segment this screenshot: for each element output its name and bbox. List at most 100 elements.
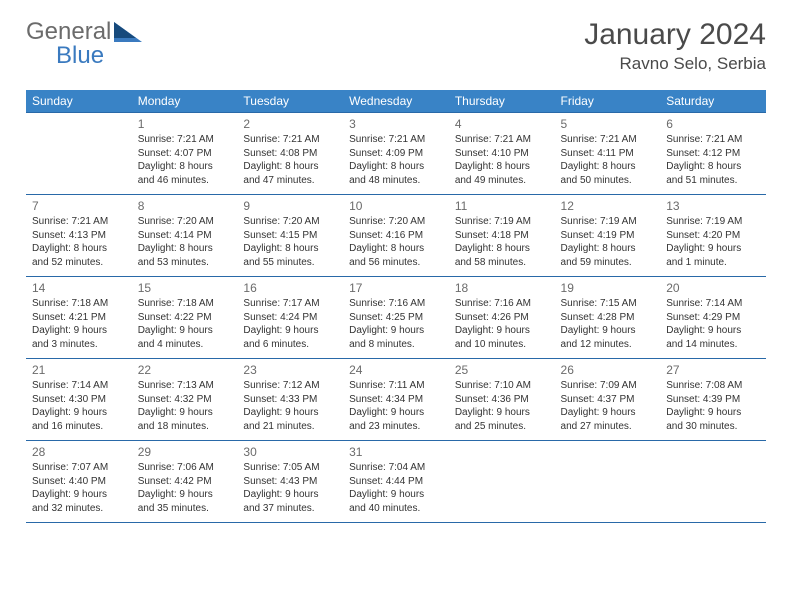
day-sunset: Sunset: 4:22 PM: [138, 311, 232, 325]
day-number: 21: [32, 362, 126, 378]
day-sunset: Sunset: 4:07 PM: [138, 147, 232, 161]
day-number: 26: [561, 362, 655, 378]
weekday-saturday: Saturday: [660, 90, 766, 113]
day-number: 19: [561, 280, 655, 296]
calendar-day-cell: [555, 441, 661, 523]
day-sunrise: Sunrise: 7:05 AM: [243, 461, 337, 475]
page-title: January 2024: [584, 18, 766, 52]
day-daylight1: Daylight: 9 hours: [455, 324, 549, 338]
day-sunrise: Sunrise: 7:21 AM: [32, 215, 126, 229]
calendar-day-cell: [26, 113, 132, 195]
calendar-day-cell: 6Sunrise: 7:21 AMSunset: 4:12 PMDaylight…: [660, 113, 766, 195]
calendar-day-cell: 1Sunrise: 7:21 AMSunset: 4:07 PMDaylight…: [132, 113, 238, 195]
day-number: 24: [349, 362, 443, 378]
day-number: 14: [32, 280, 126, 296]
day-daylight2: and 50 minutes.: [561, 174, 655, 188]
logo-triangle-dark-icon: [114, 22, 136, 38]
day-sunrise: Sunrise: 7:07 AM: [32, 461, 126, 475]
day-daylight1: Daylight: 8 hours: [455, 242, 549, 256]
calendar-day-cell: 29Sunrise: 7:06 AMSunset: 4:42 PMDayligh…: [132, 441, 238, 523]
day-sunset: Sunset: 4:39 PM: [666, 393, 760, 407]
day-daylight2: and 35 minutes.: [138, 502, 232, 516]
day-daylight2: and 37 minutes.: [243, 502, 337, 516]
day-number: 17: [349, 280, 443, 296]
day-sunset: Sunset: 4:25 PM: [349, 311, 443, 325]
day-number: 27: [666, 362, 760, 378]
day-daylight1: Daylight: 8 hours: [243, 242, 337, 256]
day-number: 22: [138, 362, 232, 378]
calendar-day-cell: 10Sunrise: 7:20 AMSunset: 4:16 PMDayligh…: [343, 195, 449, 277]
day-sunset: Sunset: 4:15 PM: [243, 229, 337, 243]
day-daylight2: and 47 minutes.: [243, 174, 337, 188]
calendar-day-cell: 24Sunrise: 7:11 AMSunset: 4:34 PMDayligh…: [343, 359, 449, 441]
calendar-day-cell: 23Sunrise: 7:12 AMSunset: 4:33 PMDayligh…: [237, 359, 343, 441]
calendar-day-cell: 27Sunrise: 7:08 AMSunset: 4:39 PMDayligh…: [660, 359, 766, 441]
calendar-day-cell: 3Sunrise: 7:21 AMSunset: 4:09 PMDaylight…: [343, 113, 449, 195]
day-sunset: Sunset: 4:11 PM: [561, 147, 655, 161]
calendar-day-cell: 19Sunrise: 7:15 AMSunset: 4:28 PMDayligh…: [555, 277, 661, 359]
day-sunrise: Sunrise: 7:14 AM: [666, 297, 760, 311]
day-daylight1: Daylight: 8 hours: [455, 160, 549, 174]
day-sunrise: Sunrise: 7:21 AM: [138, 133, 232, 147]
weekday-friday: Friday: [555, 90, 661, 113]
weekday-tuesday: Tuesday: [237, 90, 343, 113]
day-number: 28: [32, 444, 126, 460]
day-daylight2: and 56 minutes.: [349, 256, 443, 270]
day-number: 2: [243, 116, 337, 132]
day-daylight1: Daylight: 9 hours: [32, 324, 126, 338]
day-sunrise: Sunrise: 7:20 AM: [243, 215, 337, 229]
day-daylight1: Daylight: 8 hours: [349, 242, 443, 256]
day-daylight2: and 4 minutes.: [138, 338, 232, 352]
day-number: 29: [138, 444, 232, 460]
day-daylight2: and 10 minutes.: [455, 338, 549, 352]
calendar-day-cell: 12Sunrise: 7:19 AMSunset: 4:19 PMDayligh…: [555, 195, 661, 277]
day-daylight1: Daylight: 9 hours: [138, 324, 232, 338]
calendar-day-cell: 20Sunrise: 7:14 AMSunset: 4:29 PMDayligh…: [660, 277, 766, 359]
day-sunrise: Sunrise: 7:21 AM: [455, 133, 549, 147]
calendar-day-cell: 13Sunrise: 7:19 AMSunset: 4:20 PMDayligh…: [660, 195, 766, 277]
day-sunrise: Sunrise: 7:06 AM: [138, 461, 232, 475]
calendar-day-cell: 25Sunrise: 7:10 AMSunset: 4:36 PMDayligh…: [449, 359, 555, 441]
day-daylight1: Daylight: 9 hours: [666, 242, 760, 256]
day-number: 15: [138, 280, 232, 296]
day-sunset: Sunset: 4:30 PM: [32, 393, 126, 407]
calendar-day-cell: 8Sunrise: 7:20 AMSunset: 4:14 PMDaylight…: [132, 195, 238, 277]
day-number: 7: [32, 198, 126, 214]
day-sunrise: Sunrise: 7:18 AM: [138, 297, 232, 311]
day-sunrise: Sunrise: 7:13 AM: [138, 379, 232, 393]
day-sunset: Sunset: 4:36 PM: [455, 393, 549, 407]
day-daylight1: Daylight: 9 hours: [349, 324, 443, 338]
day-sunset: Sunset: 4:29 PM: [666, 311, 760, 325]
day-sunrise: Sunrise: 7:04 AM: [349, 461, 443, 475]
day-daylight2: and 27 minutes.: [561, 420, 655, 434]
calendar-day-cell: 31Sunrise: 7:04 AMSunset: 4:44 PMDayligh…: [343, 441, 449, 523]
day-daylight2: and 48 minutes.: [349, 174, 443, 188]
calendar-week-row: 14Sunrise: 7:18 AMSunset: 4:21 PMDayligh…: [26, 277, 766, 359]
title-block: January 2024 Ravno Selo, Serbia: [584, 18, 766, 78]
day-sunrise: Sunrise: 7:15 AM: [561, 297, 655, 311]
day-number: 13: [666, 198, 760, 214]
day-daylight1: Daylight: 9 hours: [349, 406, 443, 420]
day-sunrise: Sunrise: 7:12 AM: [243, 379, 337, 393]
day-sunrise: Sunrise: 7:14 AM: [32, 379, 126, 393]
calendar-day-cell: 30Sunrise: 7:05 AMSunset: 4:43 PMDayligh…: [237, 441, 343, 523]
day-daylight2: and 46 minutes.: [138, 174, 232, 188]
calendar-day-cell: 17Sunrise: 7:16 AMSunset: 4:25 PMDayligh…: [343, 277, 449, 359]
day-daylight2: and 40 minutes.: [349, 502, 443, 516]
day-sunset: Sunset: 4:10 PM: [455, 147, 549, 161]
day-daylight1: Daylight: 9 hours: [243, 488, 337, 502]
weekday-monday: Monday: [132, 90, 238, 113]
day-sunset: Sunset: 4:32 PM: [138, 393, 232, 407]
day-daylight1: Daylight: 8 hours: [349, 160, 443, 174]
day-number: 1: [138, 116, 232, 132]
day-daylight1: Daylight: 9 hours: [32, 488, 126, 502]
weekday-header-row: Sunday Monday Tuesday Wednesday Thursday…: [26, 90, 766, 113]
day-number: 16: [243, 280, 337, 296]
day-daylight1: Daylight: 9 hours: [138, 488, 232, 502]
day-daylight1: Daylight: 9 hours: [32, 406, 126, 420]
day-sunset: Sunset: 4:16 PM: [349, 229, 443, 243]
day-sunset: Sunset: 4:42 PM: [138, 475, 232, 489]
calendar-day-cell: 26Sunrise: 7:09 AMSunset: 4:37 PMDayligh…: [555, 359, 661, 441]
day-sunset: Sunset: 4:34 PM: [349, 393, 443, 407]
day-sunset: Sunset: 4:40 PM: [32, 475, 126, 489]
